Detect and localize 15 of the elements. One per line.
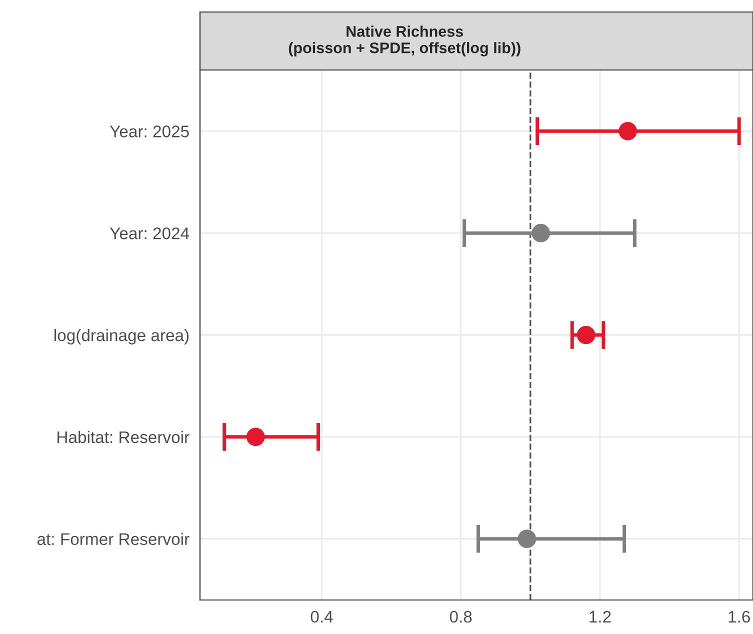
y-tick-label: Habitat: Reservoir bbox=[58, 430, 190, 444]
point bbox=[576, 326, 596, 344]
x-tick-label: 1.2 bbox=[590, 610, 611, 622]
point bbox=[532, 224, 550, 242]
point bbox=[618, 122, 637, 140]
y-tick-label: Year: 2025 bbox=[110, 126, 189, 138]
y-tick-label: log(drainage area) bbox=[54, 328, 189, 344]
y-tick-label: Year: 2024 bbox=[110, 227, 190, 240]
point bbox=[246, 428, 265, 446]
chart-title: Native Richness (poisson + SPDE, offset(log lib)) bbox=[288, 26, 520, 56]
x-tick-label: 0.4 bbox=[310, 610, 333, 623]
y-tick-label: at: Former Reservoir bbox=[37, 532, 190, 546]
x-tick-label: 0.8 bbox=[450, 610, 472, 623]
x-tick-label: 1.6 bbox=[728, 610, 750, 623]
point bbox=[518, 530, 536, 548]
